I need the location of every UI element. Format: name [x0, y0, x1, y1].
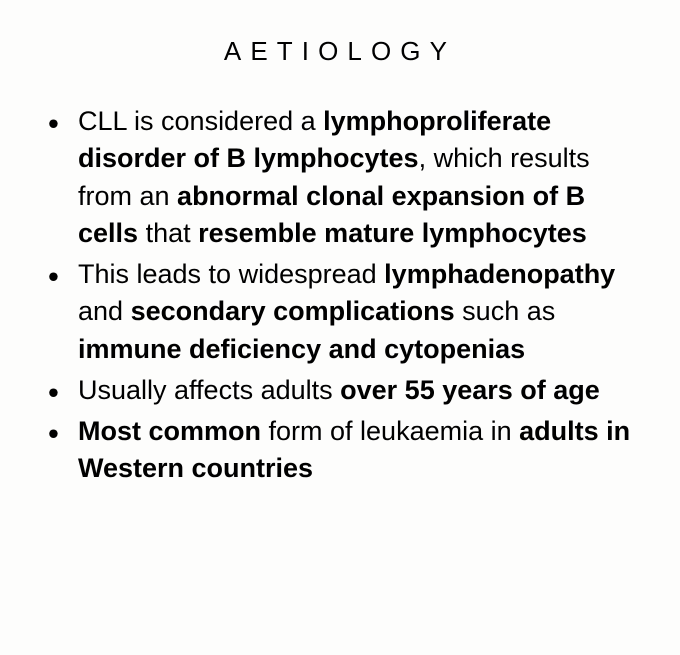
bullet-item: CLL is considered a lymphoproliferate di…	[42, 103, 650, 252]
bullet-segment: over 55 years of age	[340, 375, 600, 405]
bullet-segment: resemble mature lymphocytes	[198, 218, 587, 248]
bullet-item: This leads to widespread lymphadenopathy…	[42, 256, 650, 368]
bullet-segment: that	[138, 218, 198, 248]
bullet-segment: CLL is considered a	[78, 106, 323, 136]
bullet-segment: and	[78, 296, 131, 326]
bullet-segment: form of leukaemia in	[261, 416, 519, 446]
bullet-segment: lymphadenopathy	[384, 259, 615, 289]
bullet-segment: secondary complications	[131, 296, 455, 326]
bullet-item: Usually affects adults over 55 years of …	[42, 372, 650, 409]
bullet-segment: Usually affects adults	[78, 375, 340, 405]
bullet-item: Most common form of leukaemia in adults …	[42, 413, 650, 488]
bullet-segment: Most common	[78, 416, 261, 446]
bullet-segment: This leads to widespread	[78, 259, 384, 289]
bullet-segment: immune deficiency and cytopenias	[78, 334, 525, 364]
bullet-segment: such as	[455, 296, 556, 326]
bullet-list: CLL is considered a lymphoproliferate di…	[30, 103, 650, 488]
page-title: AETIOLOGY	[30, 36, 650, 67]
